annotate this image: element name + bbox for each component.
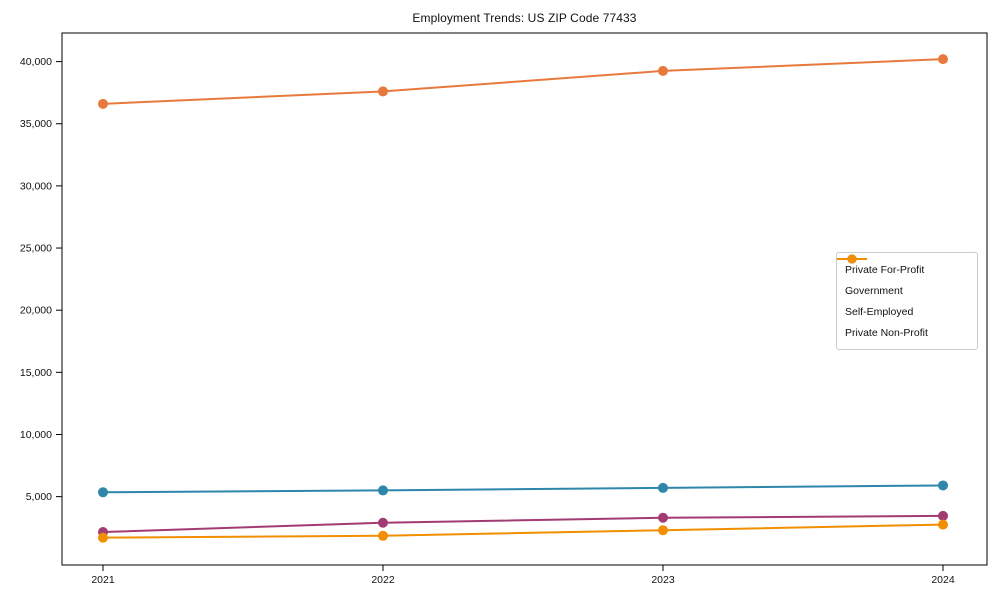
data-point: [98, 487, 108, 498]
y-tick-label: 25,000: [20, 243, 52, 255]
series-line: [102, 514, 944, 534]
chart-title: Employment Trends: US ZIP Code 77433: [412, 11, 637, 25]
series-line: [102, 58, 944, 105]
data-point: [938, 54, 948, 65]
data-point: [98, 98, 108, 109]
legend: Private For-Profit Government Self-Employe…: [836, 252, 978, 350]
data-point: [658, 482, 668, 493]
y-tick-label: 5,000: [26, 491, 52, 503]
legend-label: Private For-Profit: [845, 263, 925, 276]
y-tick-label: 20,000: [20, 305, 52, 317]
x-tick-label: 2024: [931, 574, 955, 586]
data-point: [938, 519, 948, 530]
data-point: [378, 530, 388, 541]
legend-label: Private Non-Profit: [845, 326, 928, 339]
data-point: [378, 485, 388, 496]
x-tick-label: 2021: [91, 574, 115, 586]
y-tick-label: 15,000: [20, 367, 52, 379]
data-point: [658, 512, 668, 523]
y-tick-label: 30,000: [20, 180, 52, 192]
data-point: [658, 65, 668, 76]
legend-label: Self-Employed: [845, 305, 914, 318]
legend-item: Government: [837, 254, 969, 301]
data-point: [938, 480, 948, 491]
series-line: [102, 523, 944, 539]
y-tick-label: 35,000: [20, 118, 52, 130]
data-point: [378, 86, 388, 97]
y-tick-label: 10,000: [20, 429, 52, 441]
legend-item: Self-Employed: [837, 254, 969, 322]
series-line: [102, 484, 944, 494]
data-point: [658, 525, 668, 536]
y-tick-label: 40,000: [20, 56, 52, 68]
data-point: [378, 517, 388, 528]
legend-line-marker-icon: [837, 254, 867, 264]
data-point: [938, 510, 948, 521]
x-tick-label: 2023: [651, 574, 675, 586]
legend-label: Government: [845, 284, 903, 297]
x-tick-label: 2022: [371, 574, 395, 586]
plot-frame: [61, 32, 988, 566]
data-point: [98, 532, 108, 543]
legend-item: Private Non-Profit: [837, 254, 969, 343]
